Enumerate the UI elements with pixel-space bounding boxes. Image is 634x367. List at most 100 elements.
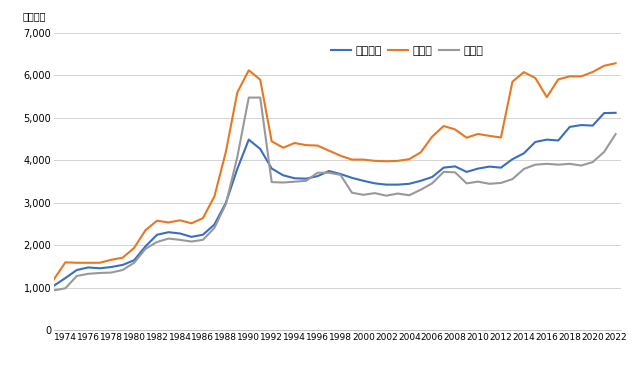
全国平均 [463, 170, 470, 174]
首都圈 [245, 68, 252, 72]
首都圈 [302, 143, 310, 147]
首都圈 [188, 221, 195, 225]
首都圈 [314, 143, 321, 148]
全国平均 [337, 172, 344, 176]
Line: 全国平均: 全国平均 [54, 113, 616, 286]
近畟圈 [348, 190, 356, 195]
Text: （万円）: （万円） [23, 11, 46, 21]
首都圈 [406, 157, 413, 161]
首都圈 [50, 277, 58, 281]
首都圈 [371, 159, 378, 163]
全国平均 [165, 230, 172, 235]
Legend: 全国平均, 首都圈, 近畟圈: 全国平均, 首都圈, 近畟圈 [326, 41, 488, 61]
首都圈 [73, 261, 81, 265]
全国平均 [406, 182, 413, 186]
首都圈 [210, 195, 218, 199]
首都圈 [233, 90, 241, 95]
全国平均 [371, 181, 378, 186]
近畟圈 [199, 238, 207, 242]
近畟圈 [417, 188, 425, 192]
近畟圈 [280, 180, 287, 185]
首都圈 [566, 74, 574, 79]
全国平均 [199, 233, 207, 237]
全国平均 [131, 258, 138, 262]
近畟圈 [382, 193, 390, 198]
全国平均 [291, 176, 299, 181]
近畟圈 [233, 155, 241, 159]
近畟圈 [371, 191, 378, 195]
近畟圈 [394, 191, 401, 196]
全国平均 [600, 111, 608, 115]
全国平均 [429, 175, 436, 179]
近畟圈 [50, 288, 58, 292]
首都圈 [382, 159, 390, 163]
近畟圈 [256, 95, 264, 100]
全国平均 [497, 166, 505, 170]
近畟圈 [463, 181, 470, 186]
近畟圈 [119, 268, 126, 272]
全国平均 [508, 157, 516, 161]
首都圈 [394, 159, 401, 163]
全国平均 [222, 201, 230, 205]
近畟圈 [600, 150, 608, 154]
近畟圈 [543, 161, 550, 166]
近畟圈 [578, 163, 585, 168]
近畟圈 [73, 274, 81, 278]
全国平均 [474, 166, 482, 171]
近畟圈 [165, 236, 172, 241]
全国平均 [119, 263, 126, 267]
首都圈 [280, 145, 287, 150]
首都圈 [325, 149, 333, 153]
全国平均 [302, 177, 310, 181]
近畟圈 [84, 272, 92, 276]
首都圈 [359, 157, 367, 162]
近畟圈 [497, 181, 505, 185]
首都圈 [291, 141, 299, 145]
首都圈 [474, 132, 482, 136]
首都圈 [165, 220, 172, 225]
近畟圈 [61, 286, 69, 290]
首都圈 [256, 77, 264, 82]
近畟圈 [406, 193, 413, 197]
全国平均 [50, 283, 58, 288]
首都圈 [508, 80, 516, 84]
全国平均 [153, 233, 161, 237]
首都圈 [142, 228, 150, 232]
全国平均 [61, 276, 69, 280]
首都圈 [612, 61, 619, 65]
近畟圈 [96, 271, 103, 275]
首都圈 [486, 134, 493, 138]
全国平均 [555, 138, 562, 143]
近畟圈 [555, 163, 562, 167]
首都圈 [176, 218, 184, 222]
近畟圈 [520, 167, 527, 171]
Line: 近畟圈: 近畟圈 [54, 98, 616, 290]
全国平均 [382, 182, 390, 187]
全国平均 [612, 110, 619, 115]
首都圈 [119, 255, 126, 260]
首都圈 [520, 70, 527, 74]
全国平均 [578, 123, 585, 127]
近畟圈 [268, 180, 276, 184]
近畟圈 [222, 202, 230, 206]
首都圈 [96, 261, 103, 265]
近畟圈 [508, 177, 516, 181]
首都圈 [417, 150, 425, 155]
全国平均 [314, 174, 321, 178]
全国平均 [325, 169, 333, 173]
近畟圈 [153, 240, 161, 244]
首都圈 [107, 258, 115, 262]
近畟圈 [337, 172, 344, 177]
首都圈 [555, 77, 562, 81]
全国平均 [348, 176, 356, 180]
全国平均 [531, 140, 539, 144]
近畟圈 [188, 239, 195, 244]
首都圈 [153, 218, 161, 223]
近畟圈 [325, 171, 333, 175]
首都圈 [268, 139, 276, 143]
近畟圈 [302, 179, 310, 183]
近畟圈 [486, 182, 493, 186]
近畟圈 [474, 179, 482, 184]
首都圈 [222, 150, 230, 154]
近畟圈 [531, 163, 539, 167]
